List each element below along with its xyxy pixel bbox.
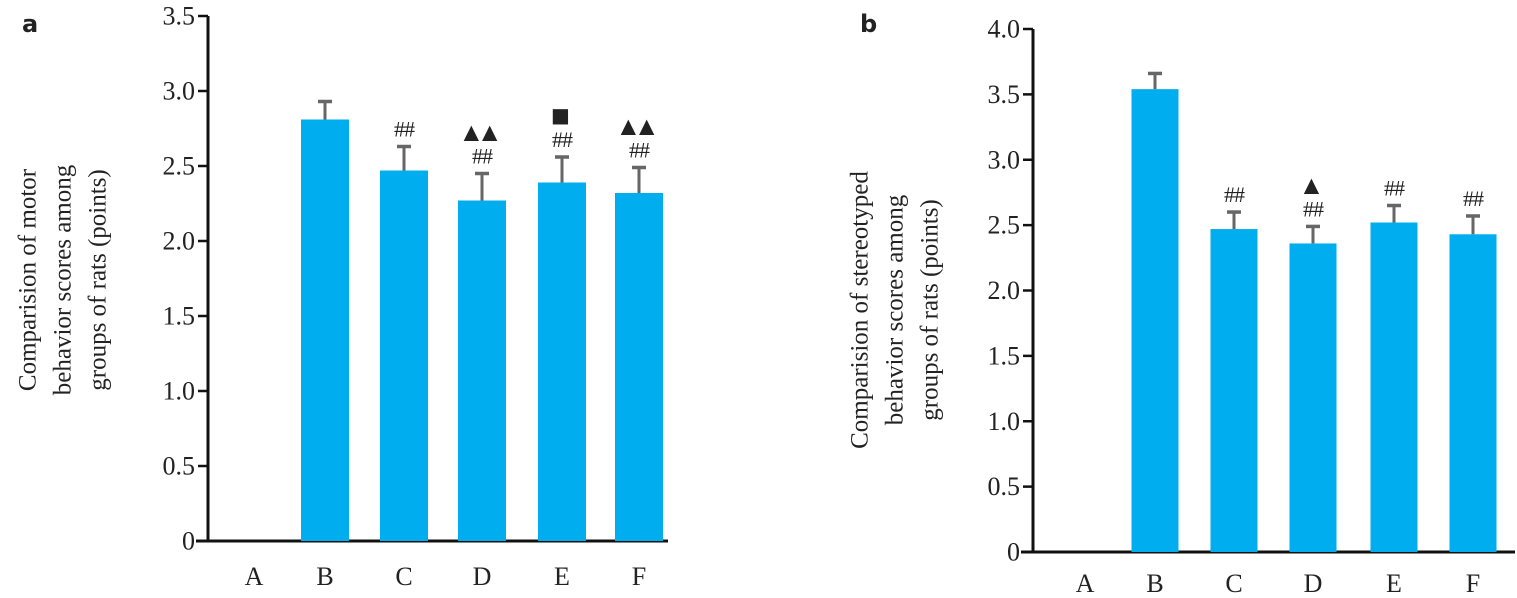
panel-a-x-tick-labels: A B C D E F xyxy=(245,562,647,591)
significance-hash-label: ## xyxy=(1224,182,1245,207)
y-tick-label: 1.5 xyxy=(988,341,1021,370)
panel-a-chart: a Comparision of motor behavior scores am… xyxy=(15,2,668,591)
x-tick-label: D xyxy=(473,562,492,591)
y-axis-label-line: Comparision of stereotyped xyxy=(847,171,874,449)
significance-hash-label: ## xyxy=(394,117,415,142)
y-axis-label-line: behavior scores among xyxy=(50,164,77,395)
bar-D xyxy=(1289,243,1337,552)
x-tick-label: D xyxy=(1304,569,1323,598)
bar-F xyxy=(1449,234,1497,552)
y-tick-label: 2.5 xyxy=(163,152,196,181)
panel-b-y-ticks: 0 0.5 1.0 1.5 2.0 2.5 3.0 3.5 4.0 xyxy=(988,15,1033,567)
significance-hash-label: ## xyxy=(1384,176,1405,201)
panel-b-y-axis-label: Comparision of stereotyped behavior score… xyxy=(847,171,944,449)
panel-a-annotations: ####▲▲ ##■##▲▲ xyxy=(394,103,658,169)
y-axis-label-line: behavior scores among xyxy=(882,194,909,425)
x-tick-label: C xyxy=(395,562,412,591)
x-tick-label: A xyxy=(245,562,264,591)
y-tick-label: 1.0 xyxy=(988,407,1021,436)
significance-hash-label: ## xyxy=(629,138,650,163)
panel-b-x-tick-labels: A B C D E F xyxy=(1076,569,1481,598)
significance-marker-label: ▲ xyxy=(1304,172,1322,196)
panel-b-bars xyxy=(1131,71,1497,553)
x-tick-label: B xyxy=(316,562,333,591)
panel-b-letter: b xyxy=(860,10,877,38)
significance-hash-label: ## xyxy=(472,144,493,169)
x-tick-label: C xyxy=(1225,569,1242,598)
bar-B xyxy=(1131,89,1179,553)
panel-b-annotations: ####▲ ## ## xyxy=(1224,172,1485,221)
y-tick-label: 0.5 xyxy=(163,452,196,481)
panel-a-y-ticks: 0 0.5 1.0 1.5 2.0 2.5 3.0 3.5 xyxy=(163,2,208,556)
x-tick-label: F xyxy=(632,562,646,591)
bar-C xyxy=(1210,229,1258,553)
y-tick-label: 1.5 xyxy=(163,302,196,331)
significance-hash-label: ## xyxy=(552,127,573,152)
x-tick-label: A xyxy=(1076,569,1095,598)
significance-hash-label: ## xyxy=(1463,186,1484,211)
y-tick-label: 1.0 xyxy=(163,377,196,406)
x-tick-label: E xyxy=(554,562,570,591)
x-tick-label: E xyxy=(1386,569,1402,598)
y-tick-label: 3.5 xyxy=(163,2,196,31)
significance-hash-label: ## xyxy=(1303,196,1324,221)
panel-a-axes xyxy=(196,16,668,543)
bar-F xyxy=(615,193,663,541)
bar-E xyxy=(1370,222,1418,552)
panel-a-bars xyxy=(301,99,663,541)
panel-b-chart: b Comparision of stereotyped behavior sco… xyxy=(847,10,1515,598)
y-tick-label: 3.0 xyxy=(988,145,1021,174)
significance-marker-label: ▲▲ xyxy=(464,120,501,144)
y-tick-label: 2.5 xyxy=(988,211,1021,240)
y-tick-label: 0.5 xyxy=(988,472,1021,501)
y-axis-label-line: groups of rats (points) xyxy=(85,169,112,391)
x-tick-label: F xyxy=(1466,569,1480,598)
panel-a-letter: a xyxy=(22,10,38,38)
y-tick-label: 4.0 xyxy=(988,15,1021,44)
y-tick-label: 2.0 xyxy=(163,227,196,256)
y-tick-label: 0 xyxy=(1007,538,1020,567)
panel-a-y-axis-label: Comparision of motor behavior scores amon… xyxy=(15,164,112,395)
significance-marker-label: ■ xyxy=(551,103,573,127)
bar-E xyxy=(538,182,586,541)
panel-b-axes xyxy=(1021,29,1515,554)
y-axis-label-line: Comparision of motor xyxy=(15,168,42,391)
bar-C xyxy=(380,170,428,541)
significance-marker-label: ▲▲ xyxy=(621,114,658,138)
y-axis-label-line: groups of rats (points) xyxy=(917,199,944,421)
y-tick-label: 3.0 xyxy=(163,77,196,106)
y-tick-label: 0 xyxy=(182,527,195,556)
x-tick-label: B xyxy=(1146,569,1163,598)
bar-B xyxy=(301,119,349,541)
y-tick-label: 2.0 xyxy=(988,276,1021,305)
y-tick-label: 3.5 xyxy=(988,80,1021,109)
bar-D xyxy=(458,200,506,541)
